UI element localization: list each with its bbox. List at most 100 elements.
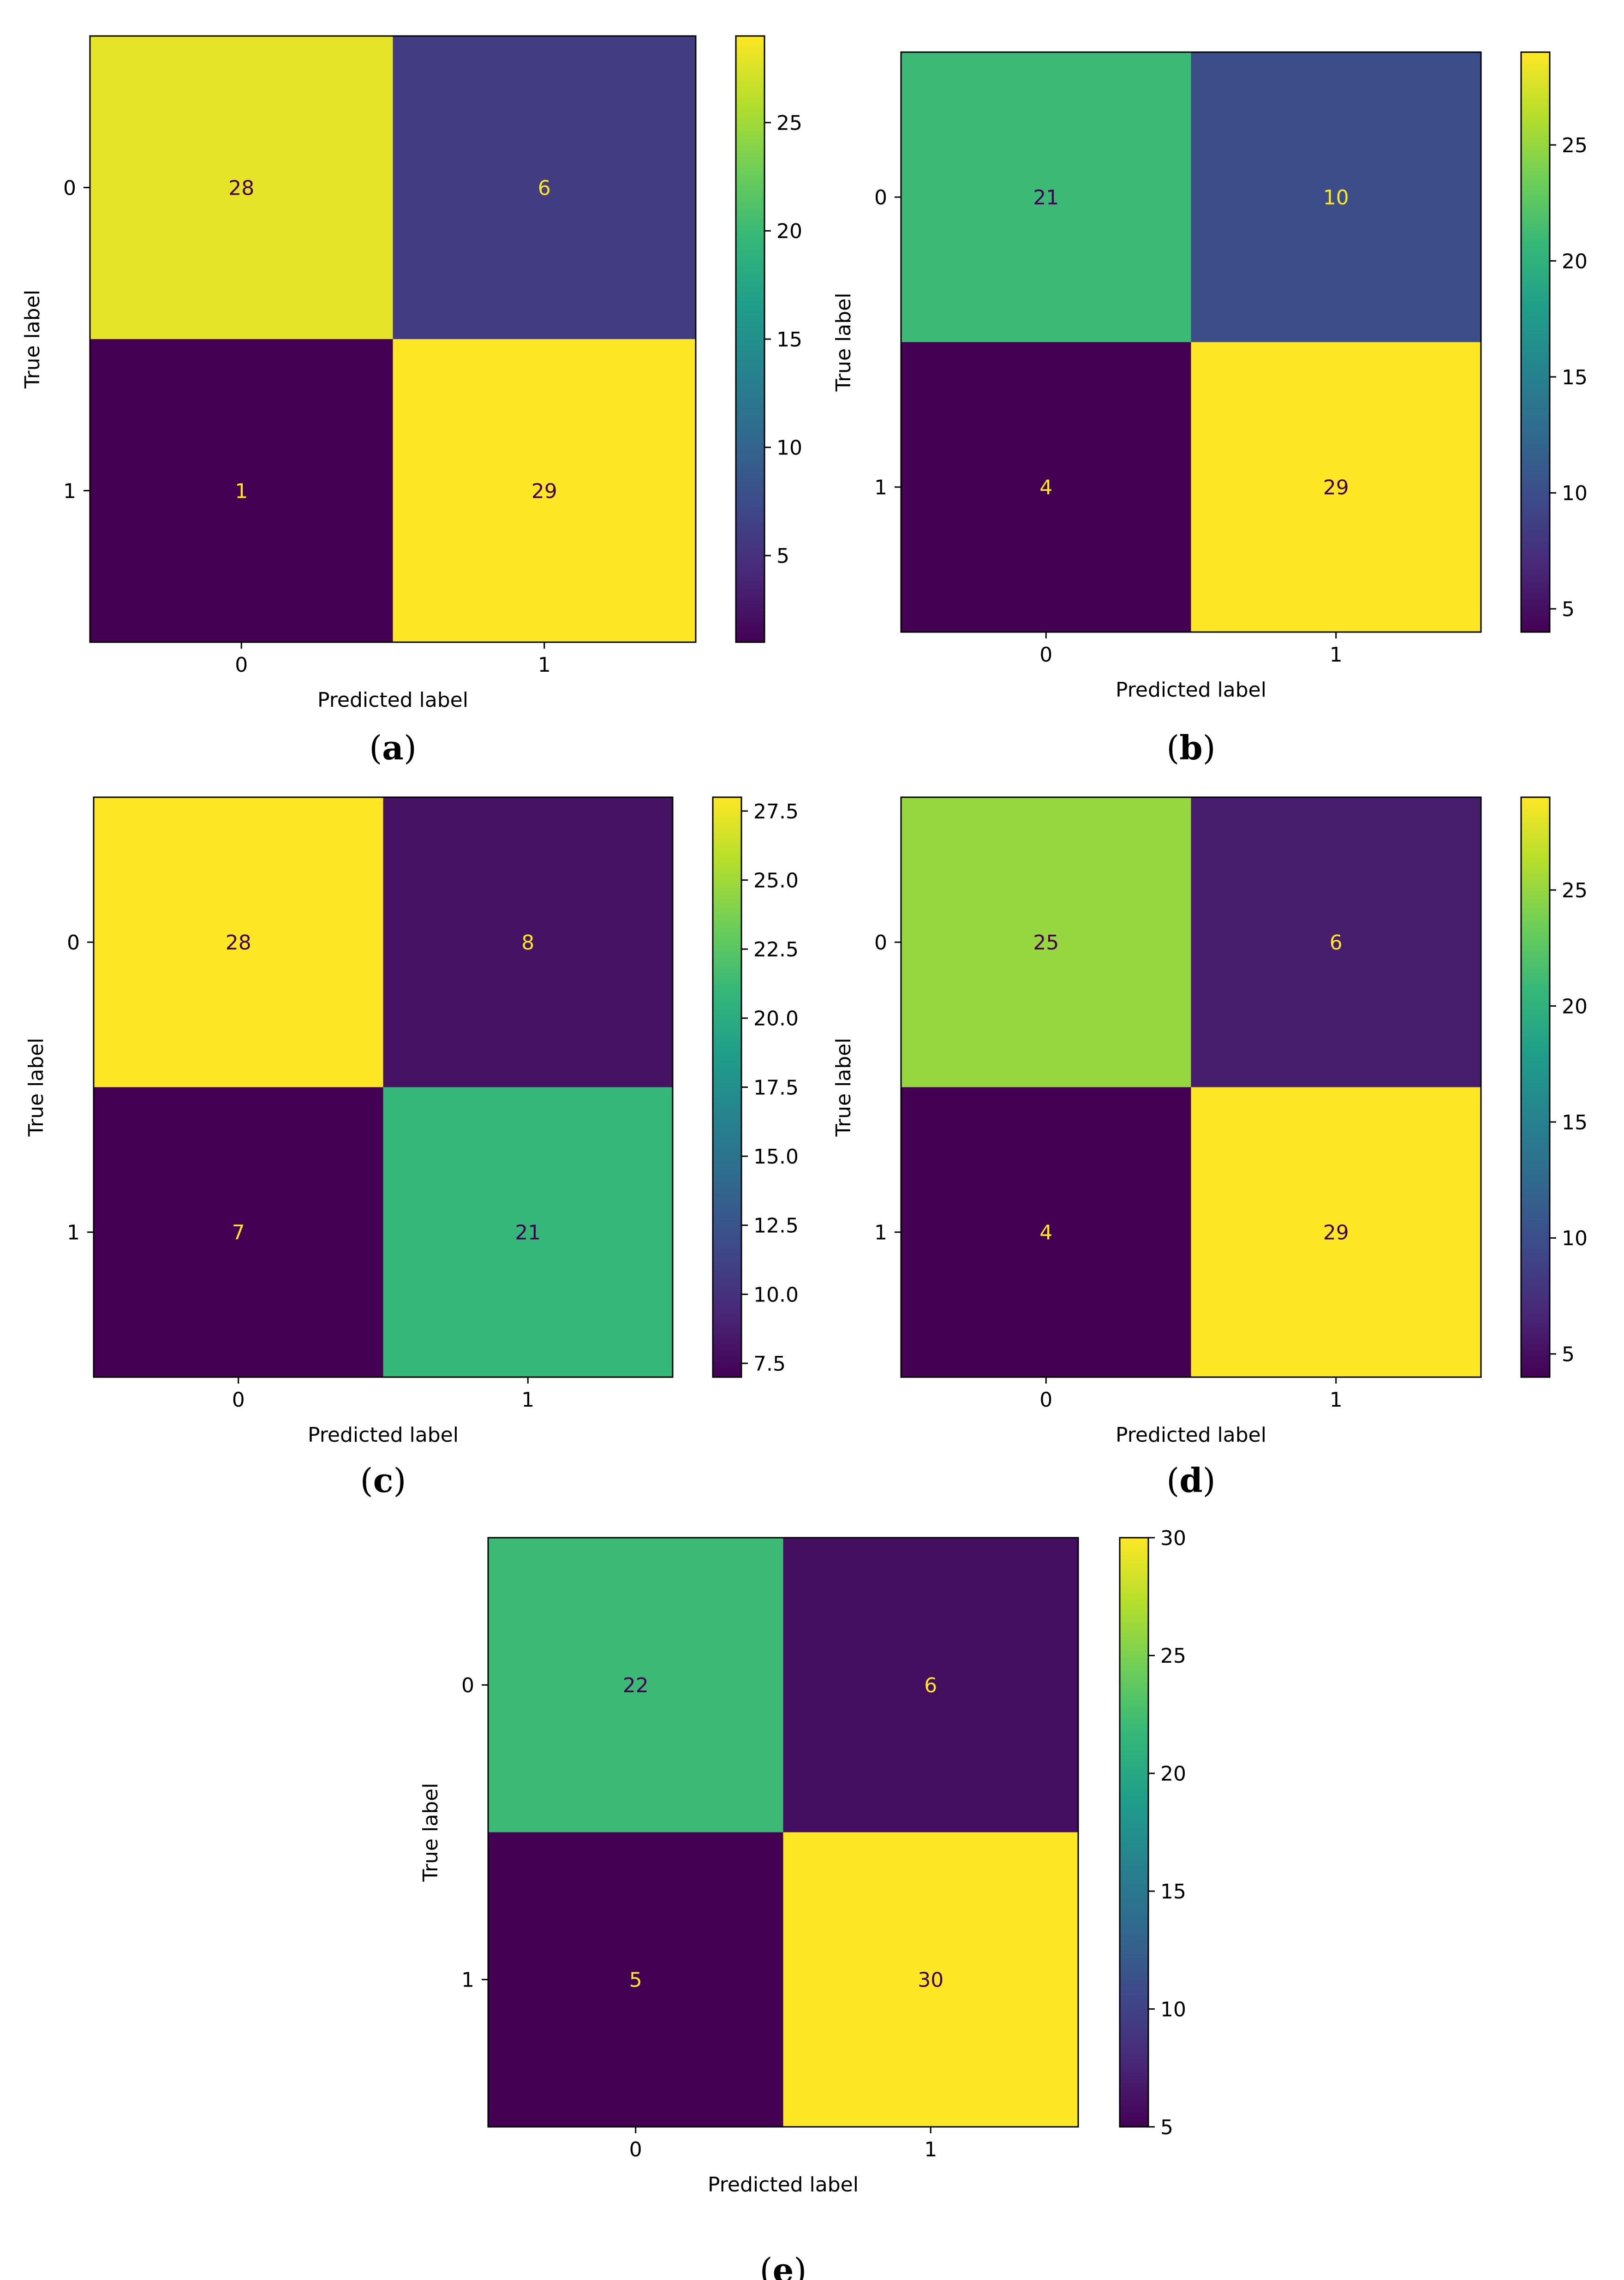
caption-letter: b <box>1179 728 1202 767</box>
cell-value-label: 5 <box>629 1969 642 1992</box>
matrix-cell-1-0 <box>90 339 393 642</box>
colorbar: 5 10 15 20 25 <box>1520 51 1588 633</box>
cell-value-label: 6 <box>1330 931 1343 955</box>
axes-frame <box>900 796 1482 1378</box>
caption-open: ( <box>369 728 382 767</box>
axes-frame <box>89 35 697 643</box>
x-axis-label: Predicted label <box>308 1423 459 1447</box>
cell-value-label: 7 <box>232 1221 245 1245</box>
y-axis-label: True label <box>419 1783 442 1882</box>
colorbar-tick-label: 15 <box>1160 1880 1186 1904</box>
colorbar-tick-label: 22.5 <box>753 938 799 961</box>
colorbar-tick-label: 10 <box>1562 1227 1588 1250</box>
cell-value-label: 29 <box>531 479 557 503</box>
colorbar-frame <box>1119 1537 1149 2128</box>
y-tick-label: 1 <box>874 1221 887 1245</box>
colorbar-frame <box>1520 796 1551 1378</box>
colorbar-gradient <box>1120 1538 1148 2127</box>
colorbar-tick-label: 15 <box>1562 366 1588 389</box>
x-tick-label: 1 <box>1330 643 1343 667</box>
colorbar: 5 10 15 20 25 <box>735 35 802 643</box>
matrix-cell-1-0 <box>901 342 1191 632</box>
colorbar-tick-label: 25 <box>1562 134 1588 157</box>
x-tick-label: 0 <box>235 653 248 677</box>
colorbar-tick-label: 20.0 <box>753 1007 799 1031</box>
caption-close: ) <box>794 2251 806 2280</box>
x-axis-label: Predicted label <box>1116 1423 1266 1447</box>
y-axis-label: True label <box>21 290 44 389</box>
caption-open: ( <box>760 2251 773 2280</box>
colorbar-tick-label: 5 <box>1160 2116 1173 2139</box>
colorbar-tick-label: 10 <box>1160 1998 1186 2021</box>
colorbar-tick-label: 7.5 <box>753 1352 786 1376</box>
cell-value-label: 6 <box>538 176 551 200</box>
colorbar-tick-label: 20 <box>1160 1762 1186 1786</box>
y-tick-label: 1 <box>874 476 887 500</box>
caption-open: ( <box>1166 1461 1179 1500</box>
x-tick-label: 1 <box>1330 1388 1343 1412</box>
y-tick-label: 1 <box>63 479 76 503</box>
matrix-cell-0-0 <box>488 1538 783 1832</box>
colorbar-tick-label: 17.5 <box>753 1076 799 1099</box>
matrix-cell-1-0 <box>94 1087 383 1377</box>
panel-caption: (d) <box>1166 1461 1216 1500</box>
matrix-cell-0-1 <box>783 1538 1078 1832</box>
cell-value-label: 4 <box>1039 476 1052 500</box>
colorbar-gradient <box>713 797 741 1377</box>
cell-value-label: 28 <box>226 931 251 955</box>
x-tick-label: 1 <box>924 2138 937 2161</box>
x-tick-label: 0 <box>1039 1388 1052 1412</box>
y-tick-label: 0 <box>63 176 76 200</box>
cell-value-label: 10 <box>1323 186 1349 209</box>
colorbar-tick-label: 15 <box>776 328 802 352</box>
matrix-cell-0-0 <box>94 797 383 1087</box>
y-tick-label: 1 <box>67 1221 80 1245</box>
cell-value-label: 21 <box>515 1221 541 1245</box>
x-axis-label: Predicted label <box>708 2173 859 2196</box>
panel-caption: (a) <box>369 728 417 767</box>
y-tick-label: 0 <box>874 186 887 209</box>
axes-frame <box>487 1537 1079 2128</box>
colorbar-tick-label: 20 <box>1562 250 1588 273</box>
panel-caption: (b) <box>1166 728 1216 767</box>
x-tick-label: 1 <box>538 653 551 677</box>
matrix-cell-0-0 <box>901 797 1191 1087</box>
y-tick-label: 0 <box>874 931 887 955</box>
cell-value-label: 1 <box>235 479 248 503</box>
caption-letter: a <box>382 728 404 767</box>
caption-open: ( <box>1166 728 1179 767</box>
colorbar-tick-label: 27.5 <box>753 800 799 824</box>
colorbar-tick-label: 30 <box>1160 1527 1186 1550</box>
colorbar-tick-label: 20 <box>1562 995 1588 1018</box>
colorbar: 7.5 10.0 12.5 15.0 17.5 20.0 22.5 25.0 27.5 <box>712 796 799 1378</box>
panel-caption: (c) <box>360 1461 406 1500</box>
matrix-cell-1-1 <box>1191 342 1481 632</box>
caption-letter: d <box>1179 1461 1202 1500</box>
matrix-cell-0-0 <box>90 36 393 339</box>
matrix-cell-1-0 <box>901 1087 1191 1377</box>
caption-letter: e <box>773 2250 794 2280</box>
matrix-cell-0-1 <box>1191 797 1481 1087</box>
colorbar-tick-label: 25 <box>776 112 802 135</box>
colorbar-tick-label: 25 <box>1562 879 1588 902</box>
x-axis-label: Predicted label <box>1116 678 1266 702</box>
cell-value-label: 29 <box>1323 1221 1349 1245</box>
y-axis-label: True label <box>832 1038 855 1137</box>
matrix-cell-1-1 <box>383 1087 673 1377</box>
cell-value-label: 25 <box>1033 931 1059 955</box>
cell-value-label: 29 <box>1323 476 1349 500</box>
x-tick-label: 0 <box>1039 643 1052 667</box>
colorbar-tick-label: 10 <box>776 436 802 460</box>
x-tick-label: 1 <box>521 1388 534 1412</box>
caption-close: ) <box>404 728 417 767</box>
x-tick-label: 0 <box>629 2138 642 2161</box>
colorbar-tick-label: 5 <box>1562 1343 1575 1367</box>
colorbar: 5 10 15 20 25 <box>1520 796 1588 1378</box>
axes-frame <box>900 51 1482 633</box>
panel-caption: (e) <box>760 2250 807 2280</box>
